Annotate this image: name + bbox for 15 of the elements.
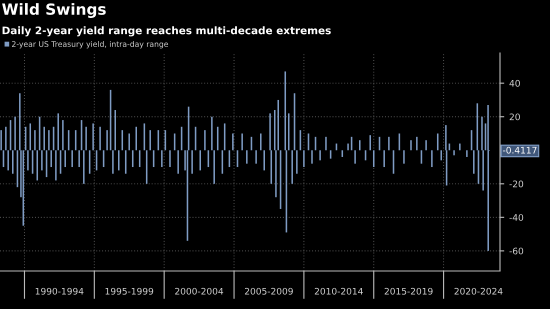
x-tick-label: 2005-2009 [244,288,293,295]
chart-subtitle: Daily 2-year yield range reaches multi-decade extremes [2,26,331,36]
y-tick-label: -60 [509,248,524,254]
chart-title: Wild Swings [2,3,106,18]
y-tick-label: -40 [509,214,524,221]
y-tick-label: 20 [510,113,520,120]
y-tick-label: 40 [509,80,520,87]
x-tick-label: 2000-2004 [175,288,224,295]
y-tick-label: -20 [509,180,524,188]
x-tick-label: 1995-1999 [106,288,154,295]
x-tick-label: 2020-2024 [454,288,503,295]
annotation: -0.4117 [502,146,537,154]
x-tick-label: 2010-2014 [314,288,363,295]
x-tick-label: 1990-1994 [36,288,84,295]
x-tick-label: 2015-2019 [384,288,433,295]
